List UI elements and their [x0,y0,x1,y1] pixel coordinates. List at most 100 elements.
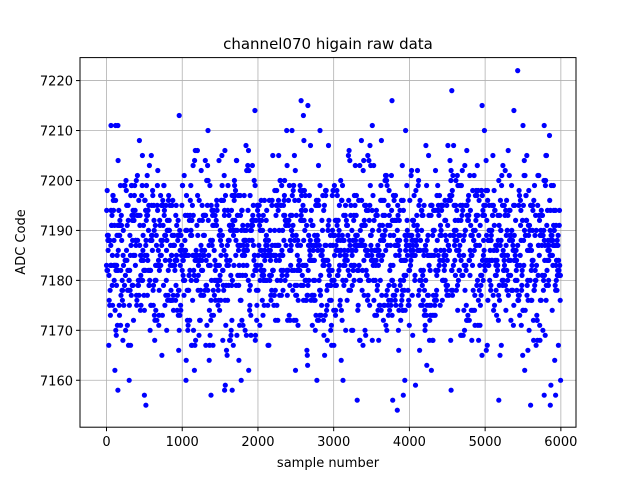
data-point [393,302,399,308]
data-point [534,312,540,318]
data-point [339,182,346,189]
data-point [333,282,339,288]
data-point [217,227,223,233]
data-point [340,377,346,383]
data-point [177,227,183,233]
data-point [188,227,194,233]
data-point [315,237,321,243]
data-point [264,207,270,213]
data-point [556,207,563,213]
data-point [241,192,247,199]
data-point [342,212,348,218]
data-point [456,252,462,258]
y-tick-label: 7160 [40,374,73,389]
data-point-outlier [448,387,454,393]
data-point-outlier [481,127,487,134]
data-point [293,212,299,218]
data-point [498,342,504,348]
data-point [287,282,293,288]
data-point [231,262,237,268]
data-point [189,202,195,208]
data-point [404,252,411,258]
data-point [547,197,553,203]
data-point-outlier [547,402,553,408]
data-point [447,157,453,164]
data-point [555,232,561,238]
data-point [411,192,417,199]
data-point [256,202,262,208]
data-point [382,227,388,233]
data-point-outlier [108,122,114,129]
data-point [511,302,517,308]
data-point [424,237,430,243]
data-point [464,202,470,208]
data-point-outlier [317,127,323,134]
data-point [138,272,144,278]
data-point [257,222,263,228]
data-point [128,342,134,348]
data-point [218,252,224,258]
data-point [420,297,426,303]
data-point [342,262,348,268]
data-point [332,232,338,238]
data-point [353,212,359,218]
data-point [252,332,259,338]
data-point [143,217,149,223]
data-point [245,162,251,169]
data-point [214,207,220,213]
data-point [505,277,511,283]
data-point [252,252,258,258]
data-point [221,212,227,218]
data-point [441,267,447,273]
data-point [550,237,556,243]
data-point [301,217,307,223]
data-point [285,267,291,273]
data-point [463,267,469,273]
data-point [476,337,482,343]
data-point [412,252,418,258]
data-point [452,272,458,278]
data-point [145,257,151,263]
data-point [156,287,162,293]
data-point [557,272,564,278]
data-point [322,312,328,318]
data-point [225,297,231,303]
data-point [215,287,221,293]
data-point [304,352,310,358]
data-point [229,277,235,283]
data-point [310,222,316,228]
data-point [371,162,377,169]
data-point [192,342,198,348]
data-point [536,217,543,223]
data-point [555,242,561,248]
data-point [381,232,387,238]
data-point [152,222,158,228]
data-point [438,227,444,233]
data-point [528,267,534,273]
data-point [531,287,537,293]
data-point [522,307,528,313]
data-point [150,187,156,194]
data-point [396,252,402,258]
data-point [239,317,245,323]
data-point [494,312,500,318]
data-point [191,272,197,278]
data-point [408,172,414,179]
data-point [247,302,253,308]
data-point [106,272,112,278]
x-tick-label: 2000 [241,435,274,450]
data-point [437,222,444,228]
data-point [367,142,373,149]
data-point [177,312,183,318]
data-point [170,307,177,313]
data-point [496,297,503,303]
data-point [132,252,138,258]
data-point [125,202,131,208]
data-point [134,172,140,179]
data-point [484,232,490,238]
data-point [154,202,160,208]
data-point [273,252,279,258]
data-point [321,202,327,208]
data-point [118,322,124,328]
data-point [493,287,499,293]
